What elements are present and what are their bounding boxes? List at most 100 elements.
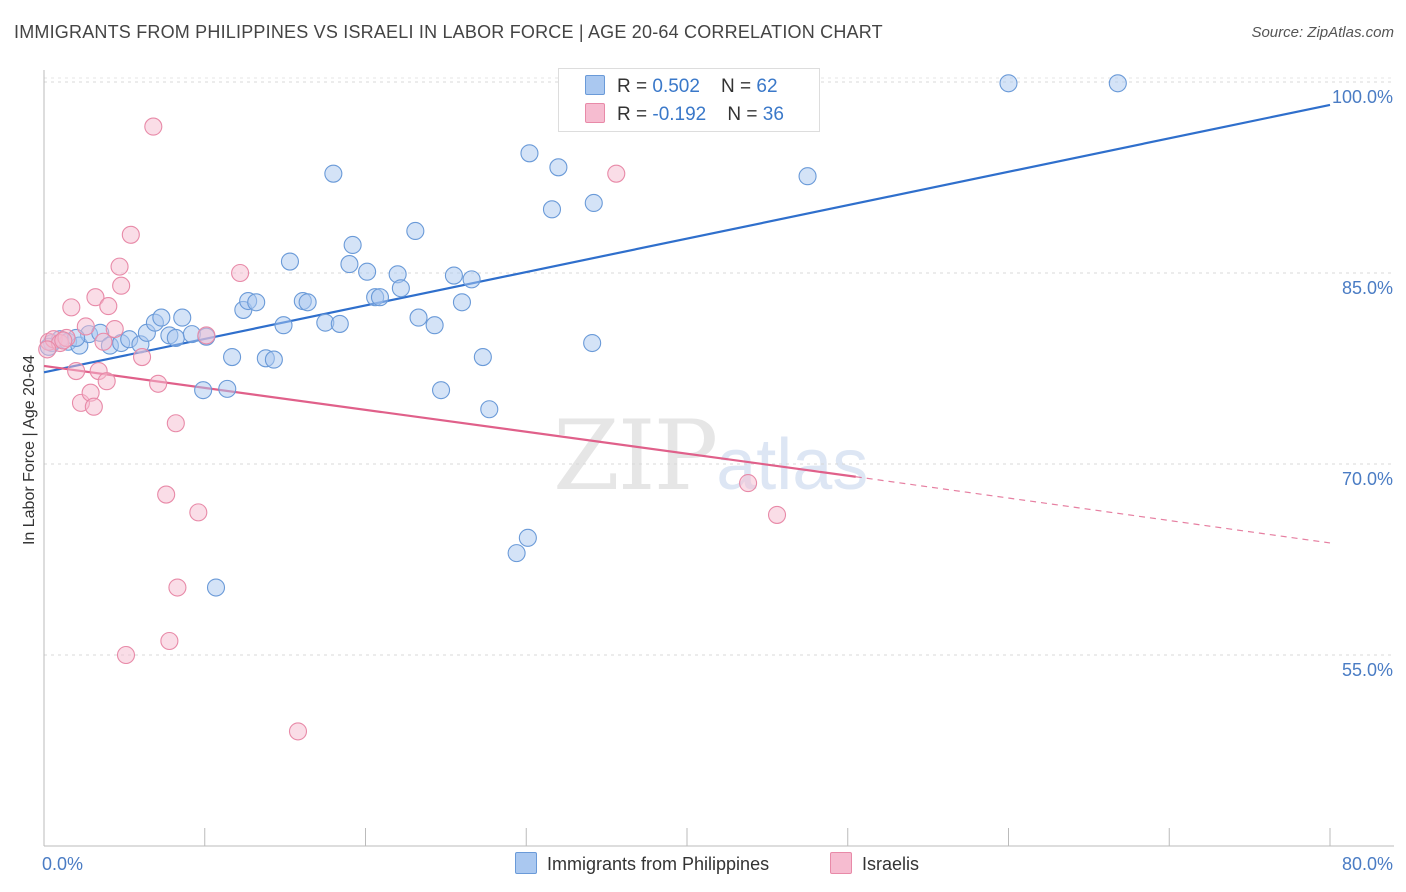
data-point-israelis [197, 326, 216, 345]
data-point-philippines [370, 288, 390, 307]
data-point-israelis [149, 374, 168, 393]
legend-n-label: N = [721, 76, 757, 97]
data-point-philippines [194, 381, 213, 400]
legend-n-value: 62 [756, 76, 778, 97]
legend-n-value: 36 [762, 104, 784, 125]
data-point-philippines [473, 347, 492, 367]
bottom-legend-israelis: Israelis [830, 852, 919, 875]
data-point-philippines [358, 262, 377, 281]
data-point-israelis [231, 263, 250, 283]
data-point-philippines [391, 279, 410, 298]
data-point-israelis [94, 332, 113, 351]
data-point-israelis [67, 361, 86, 381]
data-point-philippines [330, 314, 349, 333]
data-point-philippines [152, 308, 171, 327]
data-point-philippines [520, 144, 539, 163]
data-point-philippines [343, 235, 362, 255]
data-point-philippines [518, 528, 537, 547]
tick-labels: 100.0% 85.0% 70.0% 55.0% 0.0% 80.0% [42, 87, 1393, 874]
data-point-israelis [189, 503, 208, 522]
watermark-atlas: atlas [716, 425, 869, 505]
data-point-philippines [462, 270, 481, 289]
data-point-philippines [432, 381, 451, 400]
data-point-philippines [274, 316, 293, 335]
data-point-israelis [62, 298, 81, 317]
data-point-philippines [798, 167, 817, 186]
data-point-philippines [206, 578, 226, 597]
x-tick-label: 80.0% [1342, 854, 1393, 874]
bottom-legend-philippines: Immigrants from Philippines [515, 852, 769, 875]
watermark: ZIPatlas [553, 400, 868, 512]
y-tick-label: 85.0% [1342, 278, 1393, 298]
data-point-philippines [406, 221, 425, 241]
trendlines [43, 103, 1331, 544]
watermark-zip: ZIP [553, 400, 718, 512]
legend-r-label: R = [617, 104, 653, 125]
data-point-israelis [160, 631, 179, 651]
data-point-israelis [86, 288, 105, 307]
data-point-israelis [133, 347, 152, 367]
data-point-philippines [1108, 74, 1127, 93]
chart-title: IMMIGRANTS FROM PHILIPPINES VS ISRAELI I… [14, 22, 883, 42]
legend-swatch-pink [585, 103, 605, 123]
data-points [38, 74, 1127, 741]
data-point-israelis [84, 397, 103, 416]
gridlines [44, 77, 1394, 656]
correlation-legend: R = 0.502 N = 62 R = -0.192 N = 36 [558, 68, 820, 132]
data-point-philippines [264, 350, 283, 369]
legend-row-israelis: R = -0.192 N = 36 [585, 103, 784, 126]
data-point-israelis [168, 578, 187, 597]
bottom-legend-swatch-blue [515, 852, 537, 874]
y-tick-label: 100.0% [1332, 87, 1393, 107]
legend-r-value: -0.192 [652, 104, 707, 125]
bottom-legend-swatch-pink [830, 852, 852, 874]
data-point-philippines [218, 379, 237, 398]
data-point-israelis [112, 276, 131, 295]
data-point-israelis [99, 297, 118, 316]
data-point-israelis [116, 645, 136, 665]
data-point-israelis [121, 225, 140, 244]
data-point-philippines [425, 316, 444, 335]
data-point-israelis [76, 317, 95, 336]
data-point-israelis [739, 474, 758, 493]
legend-row-philippines: R = 0.502 N = 62 [585, 75, 778, 98]
bottom-legend-label: Israelis [862, 854, 920, 874]
data-point-philippines [542, 200, 562, 219]
data-point-philippines [298, 293, 317, 312]
legend-r-label: R = [617, 76, 653, 97]
y-axis-label-wrap: In Labor Force | Age 20-64 [18, 300, 42, 600]
data-point-israelis [767, 505, 787, 524]
y-tick-label: 55.0% [1342, 660, 1393, 680]
trendline-philippines [43, 103, 1331, 374]
data-point-philippines [549, 158, 568, 177]
data-point-philippines [507, 544, 526, 563]
data-point-philippines [999, 74, 1018, 93]
data-point-philippines [583, 333, 602, 353]
y-axis-label: In Labor Force | Age 20-64 [21, 354, 38, 546]
data-point-philippines [173, 308, 192, 327]
data-point-philippines [584, 193, 603, 213]
data-point-philippines [480, 400, 499, 419]
x-tick-label: 0.0% [42, 854, 83, 874]
data-point-israelis [105, 319, 124, 339]
legend-r-value: 0.502 [652, 76, 700, 97]
data-point-philippines [409, 308, 428, 327]
bottom-legend-label: Immigrants from Philippines [547, 854, 770, 874]
data-point-israelis [144, 117, 163, 136]
data-point-israelis [166, 414, 185, 433]
axes [43, 70, 1394, 847]
legend-n-label: N = [727, 104, 763, 125]
data-point-israelis [110, 257, 129, 276]
data-point-philippines [223, 347, 242, 367]
data-point-philippines [444, 266, 463, 285]
y-tick-label: 70.0% [1342, 469, 1393, 489]
data-point-philippines [340, 255, 359, 274]
data-point-israelis [97, 372, 116, 391]
data-point-philippines [324, 164, 343, 183]
data-point-philippines [247, 293, 266, 312]
trendline-israelis [43, 364, 856, 478]
data-point-philippines [452, 293, 472, 312]
source-credit: Source: ZipAtlas.com [1251, 24, 1394, 41]
data-point-israelis [288, 722, 308, 741]
